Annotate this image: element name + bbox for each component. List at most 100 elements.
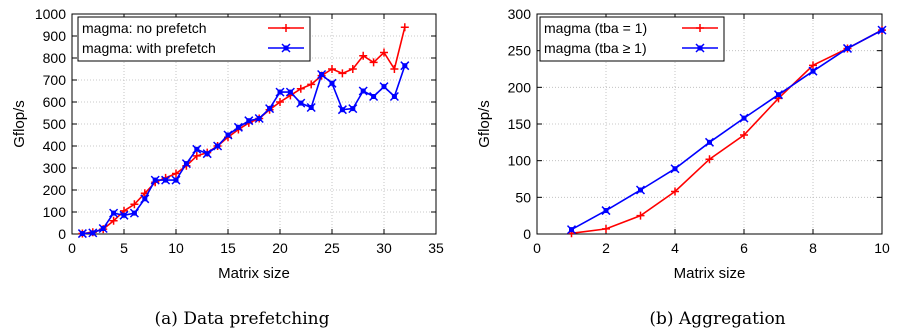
chart-a-x-tick-label-5: 25 — [324, 240, 340, 256]
chart-a-series-1-point-3 — [109, 208, 119, 218]
chart-a-x-tick-label-7: 35 — [428, 240, 444, 256]
chart-a-series-0-point-5 — [130, 200, 139, 209]
chart-a-series-1-point-2 — [98, 223, 108, 234]
chart-b-legend-marker-0 — [696, 24, 704, 32]
chart-a-y-tick-label-9: 900 — [43, 28, 67, 44]
chart-b-y-tick-label-4: 200 — [508, 79, 532, 95]
chart-b-x-tick-label-2: 4 — [671, 240, 679, 256]
chart-a-series-1-point-14 — [223, 130, 233, 140]
chart-b-x-ticks: 0 2 4 6 8 10 — [533, 14, 890, 256]
chart-a-legend-symbol-with-prefetch — [268, 43, 304, 53]
chart-a-series — [77, 23, 410, 239]
chart-b-series-1-point-9 — [877, 25, 887, 35]
chart-a-series-1-point-15 — [233, 122, 243, 132]
chart-b-series-0-point-4 — [705, 155, 714, 164]
chart-a-y-tick-label-10: 1000 — [35, 6, 66, 22]
chart-b-series-1-point-2 — [635, 185, 646, 195]
chart-a-series-1-point-0 — [77, 229, 87, 239]
chart-a-series-1-point-11 — [192, 144, 202, 154]
chart-b: 0 50 100 150 200 250 300 0 2 4 6 8 10 Matrix size G… — [476, 6, 890, 329]
chart-b-series — [566, 25, 887, 238]
chart-a-series-0-point-21 — [296, 84, 305, 93]
chart-b-series-line-1 — [571, 29, 883, 231]
chart-a-y-tick-label-5: 500 — [43, 116, 67, 132]
chart-a-series-1-point-29 — [379, 82, 389, 92]
chart-b-series-0-point-5 — [740, 131, 748, 139]
chart-b-legend-symbol-tba-ge-1 — [682, 43, 718, 53]
chart-b-y-tick-label-0: 0 — [523, 226, 531, 242]
chart-a-y-tick-label-8: 800 — [43, 50, 67, 66]
chart-b-x-tick-label-0: 0 — [533, 240, 541, 256]
chart-a-y-ticks: 0 100 200 300 400 500 600 700 800 900 1000 — [35, 6, 436, 242]
chart-a-series-1-point-13 — [213, 141, 223, 151]
chart-b-y-ticks: 0 50 100 150 200 250 300 — [508, 6, 882, 242]
chart-a-series-1-point-9 — [171, 175, 181, 185]
chart-a-series-0-point-24 — [328, 65, 336, 73]
chart-a-legend-label-with-prefetch: magma: with prefetch — [82, 40, 216, 56]
chart-b-x-tick-label-4: 8 — [809, 240, 817, 256]
chart-a-x-ticks: 0 5 10 15 20 25 30 35 — [68, 14, 444, 256]
chart-b-series-1-point-0 — [566, 225, 577, 235]
chart-a-series-1-point-4 — [119, 210, 129, 220]
chart-b-series-1-point-7 — [808, 66, 818, 76]
chart-a-x-tick-label-3: 15 — [220, 240, 236, 256]
chart-a-x-tick-label-0: 0 — [68, 240, 76, 256]
chart-a-series-0-point-25 — [338, 69, 347, 78]
chart-b-series-0-point-3 — [671, 187, 679, 196]
chart-a-series-0-point-30 — [390, 65, 399, 73]
chart-a-series-0-point-29 — [380, 48, 388, 57]
chart-b-series-1-point-4 — [704, 137, 715, 147]
chart-b-legend-label-tba-ge-1: magma (tba ≥ 1) — [544, 40, 647, 56]
chart-a-series-1-point-27 — [358, 86, 368, 96]
chart-a-y-tick-label-1: 100 — [43, 204, 67, 220]
chart-a-series-0-point-11 — [192, 151, 201, 160]
chart-b-legend-label-tba-1: magma (tba = 1) — [544, 20, 647, 36]
chart-a-y-axis-label: Gflop/s — [11, 100, 28, 148]
chart-b-series-0-point-1 — [602, 224, 610, 233]
chart-a-series-1-point-25 — [337, 105, 347, 115]
chart-a-series-1-point-28 — [369, 91, 379, 102]
chart-b-y-tick-label-6: 300 — [508, 6, 532, 22]
chart-a-series-1-point-7 — [150, 175, 160, 185]
chart-b-y-tick-label-5: 250 — [508, 43, 532, 59]
chart-a-series-1-point-1 — [88, 228, 98, 238]
chart-a-x-axis-label: Matrix size — [218, 265, 290, 282]
chart-b-legend-box — [539, 16, 725, 62]
chart-a-series-1-point-26 — [348, 104, 358, 114]
chart-b-series-0-point-2 — [636, 211, 645, 220]
chart-a-series-0-point-31 — [400, 23, 409, 32]
chart-a-legend-label-no-prefetch: magma: no prefetch — [82, 20, 207, 36]
chart-a-series-1-point-30 — [389, 91, 399, 102]
chart-a-legend-marker-0 — [282, 24, 290, 32]
chart-a-series-0-point-3 — [109, 216, 118, 225]
chart-b-legend-marker-1 — [695, 43, 705, 53]
chart-b-x-axis-label: Matrix size — [674, 265, 746, 282]
chart-a-series-1-point-21 — [296, 98, 306, 108]
chart-a-series-1-point-10 — [181, 159, 191, 169]
chart-a-series-1-point-5 — [129, 208, 139, 218]
chart-b-y-axis-label: Gflop/s — [476, 100, 493, 148]
chart-b-caption: (b) Aggregation — [649, 309, 785, 329]
chart-a-series-1-point-16 — [244, 116, 254, 126]
chart-a-series-0-point-9 — [172, 169, 180, 178]
chart-a-x-tick-label-4: 20 — [272, 240, 288, 256]
chart-a-series-1-point-20 — [285, 87, 295, 97]
chart-a-legend: magma: no prefetch magma: with prefetch — [77, 16, 311, 62]
chart-b-series-1-point-5 — [739, 113, 749, 123]
chart-a-y-tick-label-4: 400 — [43, 138, 67, 154]
chart-a-series-0-point-19 — [276, 98, 284, 106]
chart-b-series-1-point-3 — [670, 164, 680, 174]
chart-b-legend: magma (tba = 1) magma (tba ≥ 1) — [539, 16, 725, 62]
chart-a-series-1-point-24 — [327, 78, 337, 88]
chart-a-x-tick-label-6: 30 — [376, 240, 392, 256]
chart-a-series-1-point-18 — [265, 104, 275, 114]
chart-b-series-line-0 — [571, 29, 883, 235]
chart-a-series-line-1 — [82, 65, 406, 235]
chart-b-y-tick-label-1: 50 — [515, 189, 531, 205]
chart-a: 0 100 200 300 400 500 600 700 800 900 1000 0 5 10 15 2… — [11, 6, 444, 329]
chart-b-x-tick-label-3: 6 — [740, 240, 748, 256]
chart-a-y-tick-label-2: 200 — [43, 182, 67, 198]
chart-a-y-tick-label-0: 0 — [58, 226, 66, 242]
chart-b-y-tick-label-2: 100 — [508, 153, 532, 169]
